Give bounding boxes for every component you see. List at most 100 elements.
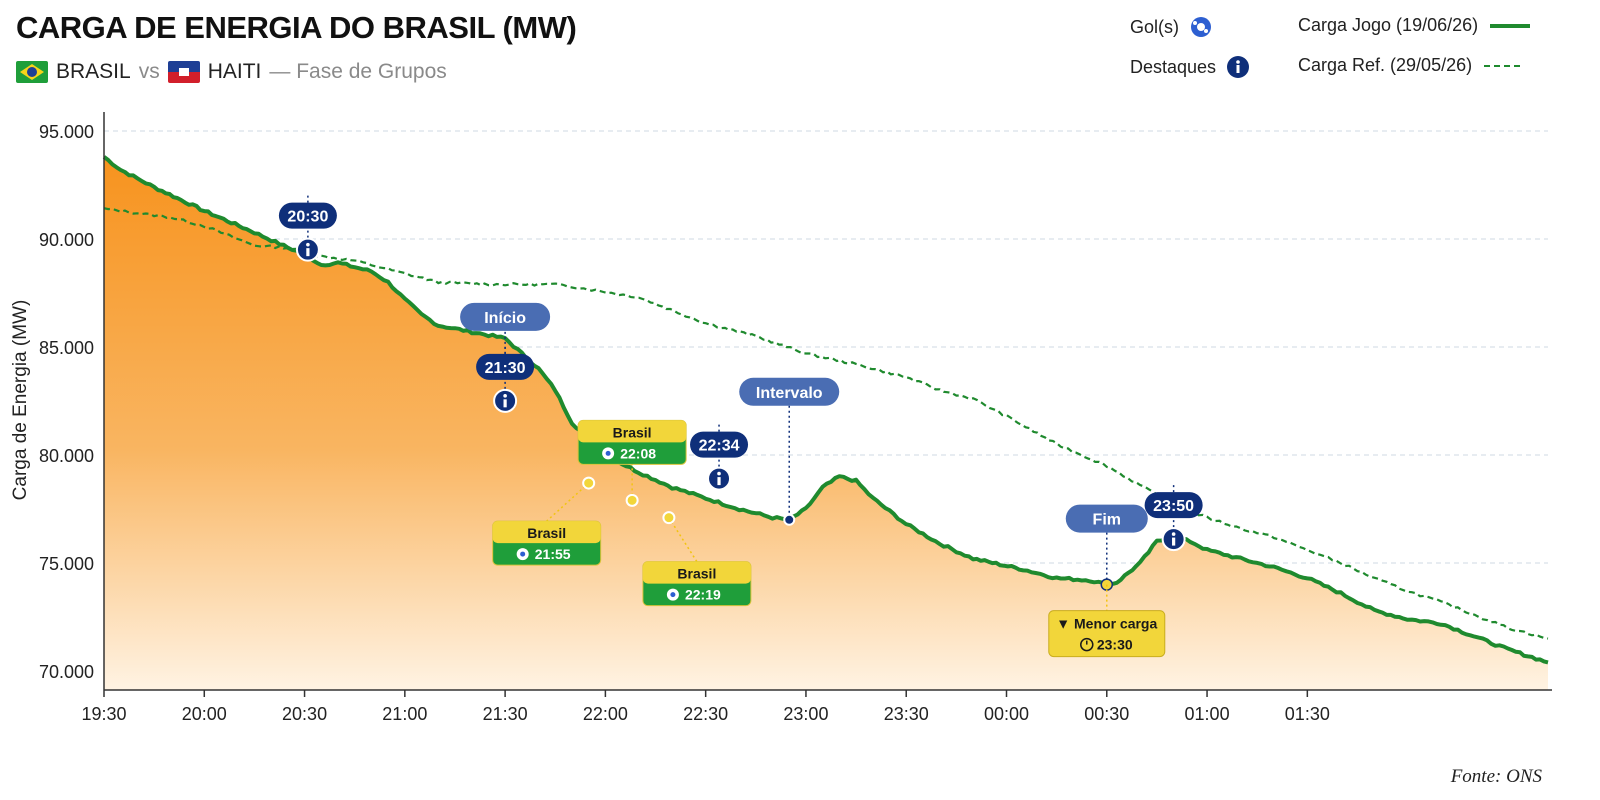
ball-icon-center: [605, 450, 611, 456]
callout-badge-label: Início: [484, 310, 526, 327]
callout-badge-bg: [460, 302, 551, 331]
x-tick-label: 01:30: [1285, 704, 1330, 724]
min-load-card: ▼ Menor carga 23:30: [1048, 610, 1166, 658]
info-icon: [493, 388, 518, 413]
legend-series-ref: Carga Ref. (29/05/26): [1298, 55, 1526, 76]
legend-series-game: Carga Jogo (19/06/26): [1298, 15, 1532, 36]
y-tick-label: 90.000: [39, 230, 94, 250]
min-load-time: 23:30: [1097, 637, 1133, 653]
highlight-time-badge: 21:30: [476, 353, 535, 380]
ball-icon-center: [520, 551, 526, 557]
highlight-time-badge-label: 22:34: [699, 438, 740, 455]
x-tick-label: 01:00: [1185, 704, 1230, 724]
info-icon: [295, 237, 320, 262]
highlight-time-badge: 20:30: [278, 202, 337, 229]
goal-time: 22:08: [620, 445, 656, 461]
load-chart: 95.000 90.000 85.000 80.000 75.000 70.000 19:3…: [10, 112, 1552, 724]
min-load-label: ▼ Menor carga: [1056, 616, 1157, 632]
goal-team: Brasil: [527, 525, 566, 541]
y-tick-label: 70.000: [39, 662, 94, 682]
y-tick-label: 75.000: [39, 554, 94, 574]
highlight-time-badge-label: 20:30: [287, 209, 328, 226]
highlight-time-badge-label: 23:50: [1153, 498, 1194, 515]
goal-card: Brasil 22:08: [577, 419, 687, 465]
info-icon-stem: [503, 399, 507, 408]
goal-point: [625, 493, 639, 507]
y-axis-label: Carga de Energia (MW): [10, 300, 31, 501]
clock-icon: [1080, 637, 1094, 652]
goal-team: Brasil: [677, 566, 716, 582]
legend-series-game-label: Carga Jogo (19/06/26): [1298, 15, 1479, 35]
solid-line-icon: [1490, 23, 1531, 28]
annotation-badge: Intervalo: [739, 377, 840, 406]
x-tick-label: 23:00: [783, 704, 828, 724]
goal-team: Brasil: [613, 424, 652, 440]
annotation-badge-label: Intervalo: [756, 385, 823, 402]
min-load-card-bg: [1048, 610, 1166, 658]
x-tick-label: 20:30: [282, 704, 327, 724]
series-ref-line: [103, 207, 1549, 640]
highlight-time-badge: 23:50: [1144, 492, 1203, 519]
annotation-badge-bg: [1065, 504, 1148, 533]
event-point: [783, 513, 796, 526]
x-tick-label: 19:30: [81, 704, 126, 724]
source-label: Fonte: ONS: [1450, 766, 1542, 787]
info-icon-dot: [1171, 532, 1176, 536]
info-icon: [707, 466, 732, 491]
y-tick-label: 95.000: [39, 122, 94, 142]
info-icon-stem: [717, 477, 721, 486]
goal-time: 22:19: [685, 587, 721, 603]
goal-card: Brasil 21:55: [492, 520, 602, 566]
series-game-line: [102, 155, 1549, 665]
info-icon: [1161, 527, 1186, 552]
legend-series-ref-label: Carga Ref. (29/05/26): [1298, 55, 1473, 75]
ball-icon-center: [670, 592, 676, 598]
dashed-line-icon: [1484, 64, 1525, 67]
y-tick-label: 85.000: [39, 338, 94, 358]
highlight-time-badge: 22:34: [690, 431, 749, 458]
highlight-time-badge-label: 21:30: [485, 360, 526, 377]
info-icon-stem: [306, 248, 310, 257]
x-tick-label: 20:00: [182, 704, 227, 724]
team-away: HAITI: [207, 60, 262, 83]
x-tick-label: 00:30: [1084, 704, 1129, 724]
x-tick-label: 23:30: [884, 704, 929, 724]
goal-card-top: [642, 561, 751, 584]
stage-label: — Fase de Grupos: [269, 60, 447, 83]
info-icon-dot: [503, 394, 507, 398]
legend-goals: Gol(s): [1130, 15, 1213, 39]
x-tick-label: 22:00: [583, 704, 628, 724]
goal-point: [582, 476, 596, 490]
ball-icon: [1191, 17, 1211, 37]
match-subtitle: BRASIL vs HAITI — Fase de Grupos: [16, 60, 447, 84]
haiti-flag-icon: [167, 61, 200, 83]
chart-title: CARGA DE ENERGIA DO BRASIL (MW): [16, 10, 577, 45]
info-icon-dot: [717, 471, 721, 476]
goal-card-top: [492, 521, 601, 544]
legend-highlights-label: Destaques: [1130, 56, 1217, 77]
callout-badge: Início: [460, 302, 551, 331]
info-icon-dot: [306, 242, 310, 247]
legend-goals-label: Gol(s): [1130, 16, 1179, 37]
goal-card: Brasil 22:19: [642, 561, 752, 607]
x-tick-label: 21:30: [483, 704, 528, 724]
annotation-badge-bg: [739, 377, 840, 406]
goal-connector: [668, 517, 698, 563]
legend-highlights: Destaques: [1130, 55, 1250, 79]
vs-label: vs: [138, 60, 160, 83]
team-home: BRASIL: [56, 60, 131, 83]
brazil-flag-icon: [16, 61, 48, 83]
goal-point: [662, 511, 676, 525]
x-tick-label: 22:30: [683, 704, 728, 724]
game-load-area: [104, 156, 1548, 690]
highlight-time-badge-bg: [476, 353, 535, 380]
x-tick-label: 00:00: [984, 704, 1029, 724]
annotation-badge: Fim: [1065, 504, 1148, 533]
highlight-time-badge-bg: [278, 202, 337, 229]
x-tick-label: 21:00: [382, 704, 427, 724]
info-icon-stem: [1172, 537, 1176, 546]
info-icon: [1227, 56, 1250, 78]
highlight-time-badge-bg: [1144, 492, 1203, 519]
goal-card-top: [578, 420, 687, 443]
annotation-badge-label: Fim: [1093, 512, 1121, 529]
